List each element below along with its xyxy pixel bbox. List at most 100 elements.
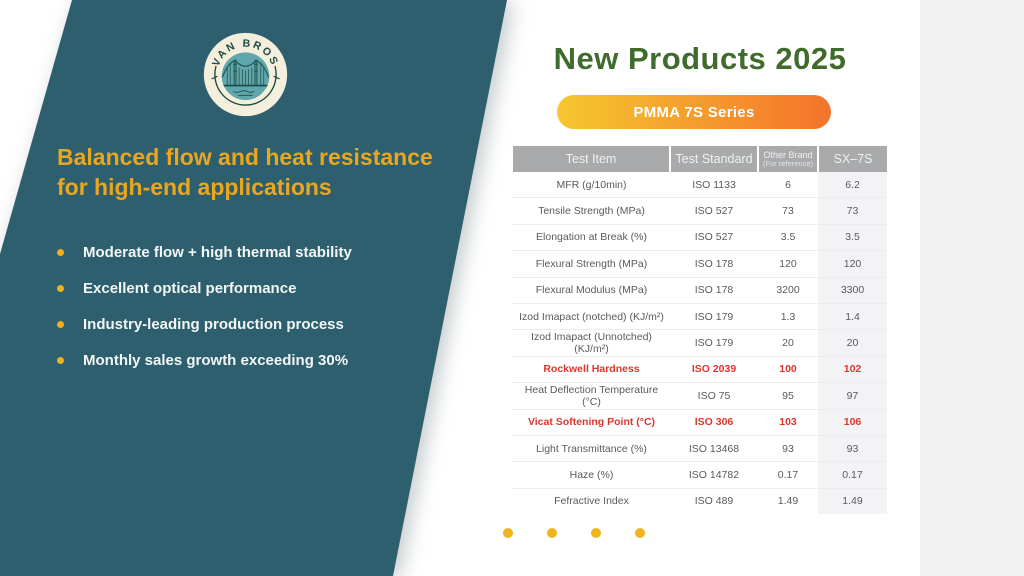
- table-cell-sx7s: 93: [818, 434, 887, 462]
- table-cell-standard: ISO 489: [670, 487, 758, 515]
- table-cell-item: Elongation at Break (%): [513, 223, 670, 251]
- bullet-item: Excellent optical performance: [57, 278, 417, 299]
- header-sx7s: SX–7S: [818, 146, 887, 172]
- pagination-dot[interactable]: [547, 528, 557, 538]
- table-cell-other: 100: [758, 355, 818, 383]
- pagination-dot[interactable]: [503, 528, 513, 538]
- table-cell-sx7s: 20: [818, 329, 887, 357]
- table-cell-sx7s: 3300: [818, 276, 887, 304]
- pagination-dot[interactable]: [591, 528, 601, 538]
- table-cell-sx7s: 120: [818, 250, 887, 278]
- table-cell-standard: ISO 179: [670, 329, 758, 357]
- table-cell-sx7s: 102: [818, 355, 887, 383]
- table-cell-other: 20: [758, 329, 818, 357]
- table-cell-standard: ISO 178: [670, 276, 758, 304]
- header-other-brand: Other Brand (For reference): [758, 146, 819, 172]
- bullet-dot-icon: [57, 285, 64, 292]
- table-cell-sx7s: 73: [818, 197, 887, 225]
- table-cell-standard: ISO 527: [670, 223, 758, 251]
- table-row: MFR (g/10min) ISO 1133 6 6.2: [513, 172, 887, 198]
- table-header-row: Test Item Test Standard Other Brand (For…: [513, 146, 887, 172]
- table-cell-standard: ISO 527: [670, 197, 758, 225]
- header-test-standard: Test Standard: [670, 146, 759, 172]
- table-row: Vicat Softening Point (°C) ISO 306 103 106: [513, 408, 887, 436]
- table-cell-item: Heat Deflection Temperature (°C): [513, 382, 670, 410]
- table-row: Flexural Modulus (MPa) ISO 178 3200 3300: [513, 276, 887, 304]
- header-test-item: Test Item: [513, 146, 671, 172]
- table-cell-standard: ISO 14782: [670, 461, 758, 489]
- bullet-item: Industry-leading production process: [57, 314, 417, 335]
- table-row: Izod Imapact (notched) (KJ/m²) ISO 179 1.3…: [513, 302, 887, 330]
- table-cell-sx7s: 106: [818, 408, 887, 436]
- series-badge: PMMA 7S Series: [557, 95, 831, 129]
- table-row: Haze (%) ISO 14782 0.17 0.17: [513, 461, 887, 489]
- table-cell-other: 6: [785, 178, 791, 191]
- header-other-brand-note: (For reference): [762, 159, 813, 168]
- van-bros-logo: VAN BROS: [203, 32, 288, 117]
- table-cell-item: Izod Imapact (notched) (KJ/m²): [513, 302, 670, 330]
- table-cell-other: 3200: [758, 276, 818, 304]
- table-row: Izod Imapact (Unnotched) (KJ/m²) ISO 179 2…: [513, 329, 887, 357]
- table-cell-item: Rockwell Hardness: [513, 355, 670, 383]
- table-row: Flexural Strength (MPa) ISO 178 120 120: [513, 250, 887, 278]
- left-heading: Balanced flow and heat resistance for hi…: [57, 142, 477, 202]
- page-title: New Products 2025: [553, 41, 847, 76]
- table-cell-other: 95: [758, 382, 818, 410]
- header-other-brand-label: Other Brand: [763, 150, 813, 160]
- table-row: Rockwell Hardness ISO 2039 100 102: [513, 355, 887, 383]
- bullet-text: Moderate flow + high thermal stability: [83, 244, 352, 261]
- table-cell-standard: ISO 75: [670, 382, 758, 410]
- table-cell-item: Flexural Strength (MPa): [513, 250, 670, 278]
- table-body: MFR (g/10min) ISO 1133 6 6.2 Tensile Strengt…: [513, 172, 887, 515]
- logo-ring-arc: [214, 65, 277, 106]
- table-cell-sx7s: 3.5: [818, 223, 887, 251]
- table-cell-item: Haze (%): [513, 461, 670, 489]
- bullet-dot-icon: [57, 357, 64, 364]
- table-row: Elongation at Break (%) ISO 527 3.5 3.5: [513, 223, 887, 251]
- table-cell-standard: ISO 306: [670, 408, 758, 436]
- table-cell-item: MFR (g/10min): [556, 178, 627, 191]
- table-cell-other: 120: [758, 250, 818, 278]
- table-cell-other: 1.49: [758, 487, 818, 515]
- heading-line-1: Balanced flow and heat resistance: [57, 144, 433, 170]
- table-row: Tensile Strength (MPa) ISO 527 73 73: [513, 197, 887, 225]
- bullet-dot-icon: [57, 321, 64, 328]
- table-cell-standard: ISO 178: [670, 250, 758, 278]
- pagination: [503, 528, 679, 538]
- table-cell-standard: ISO 179: [670, 302, 758, 330]
- table-cell-item: Tensile Strength (MPa): [513, 197, 670, 225]
- bullet-list: Moderate flow + high thermal stability Ex…: [57, 242, 417, 386]
- bullet-text: Excellent optical performance: [83, 280, 297, 297]
- table-cell-item: Light Transmittance (%): [513, 434, 670, 462]
- table-row: Light Transmittance (%) ISO 13468 93 93: [513, 434, 887, 462]
- bullet-item: Monthly sales growth exceeding 30%: [57, 350, 417, 371]
- table-cell-other: 73: [758, 197, 818, 225]
- table-cell-sx7s: 1.4: [818, 302, 887, 330]
- table-cell-other: 1.3: [758, 302, 818, 330]
- table-row: Heat Deflection Temperature (°C) ISO 75 95…: [513, 382, 887, 410]
- logo-side-dashes: [211, 75, 280, 80]
- heading-line-2: for high-end applications: [57, 174, 332, 200]
- spec-table: Test Item Test Standard Other Brand (For…: [513, 146, 887, 515]
- bullet-dot-icon: [57, 249, 64, 256]
- bullet-item: Moderate flow + high thermal stability: [57, 242, 417, 263]
- table-cell-sx7s: 0.17: [818, 461, 887, 489]
- table-cell-item: Flexural Modulus (MPa): [513, 276, 670, 304]
- pagination-dot[interactable]: [635, 528, 645, 538]
- table-cell-other: 0.17: [758, 461, 818, 489]
- table-cell-other: 93: [758, 434, 818, 462]
- table-cell-standard: ISO 13468: [670, 434, 758, 462]
- right-gray-band: [920, 0, 1024, 576]
- table-cell-item: Fefractive Index: [513, 487, 670, 515]
- bullet-text: Monthly sales growth exceeding 30%: [83, 352, 349, 369]
- table-cell-sx7s: 6.2: [818, 172, 887, 198]
- bullet-text: Industry-leading production process: [83, 316, 344, 333]
- table-cell-other: 3.5: [758, 223, 818, 251]
- bridge-icon: [221, 59, 270, 96]
- table-cell-item: Vicat Softening Point (°C): [513, 408, 670, 436]
- table-cell-other: 103: [758, 408, 818, 436]
- table-cell-sx7s: 97: [818, 382, 887, 410]
- table-cell-item: Izod Imapact (Unnotched) (KJ/m²): [513, 329, 670, 357]
- table-row: Fefractive Index ISO 489 1.49 1.49: [513, 487, 887, 515]
